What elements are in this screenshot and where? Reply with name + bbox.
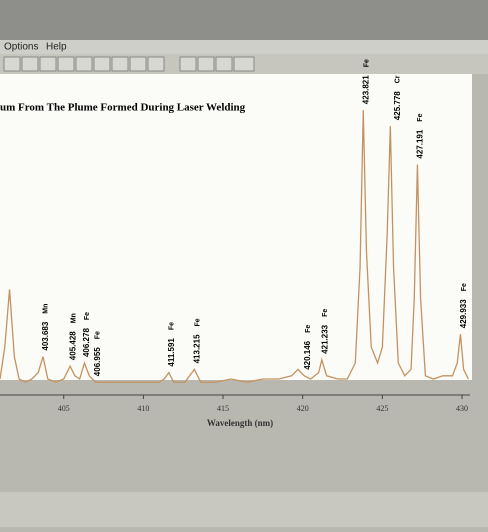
menu-item[interactable]: Options <box>4 42 38 53</box>
peak-label: 429.933 <box>459 299 468 328</box>
peak-label: 427.191 <box>415 129 424 158</box>
peak-label: 406.278 <box>82 328 91 357</box>
element-label: Fe <box>363 59 370 67</box>
peak-label: 413.215 <box>193 334 202 363</box>
menu-bar <box>0 40 488 54</box>
element-label: Fe <box>322 309 329 317</box>
x-tick-label: 430 <box>456 404 468 413</box>
element-label: Mn <box>70 313 77 323</box>
element-label: Fe <box>194 318 201 326</box>
x-tick-label: 405 <box>58 404 70 413</box>
x-tick-label: 425 <box>376 404 388 413</box>
spectrum-line <box>0 110 469 383</box>
element-label: Fe <box>169 322 176 330</box>
x-axis-label: Wavelength (nm) <box>207 418 273 428</box>
chart-title: um From The Plume Formed During Laser We… <box>0 102 246 114</box>
element-label: Fe <box>305 325 312 333</box>
element-label: Cr <box>395 75 402 83</box>
peak-label: 406.955 <box>93 347 102 376</box>
peak-label: 411.591 <box>167 338 176 367</box>
x-tick-label: 415 <box>217 404 229 413</box>
taskbar <box>0 492 488 527</box>
window-top <box>0 0 488 40</box>
menu-item[interactable]: Help <box>46 42 67 53</box>
peak-label: 405.428 <box>69 331 78 360</box>
element-label: Mn <box>43 304 50 314</box>
peak-label: 403.683 <box>41 321 50 350</box>
peak-label: 423.821 <box>362 75 371 104</box>
element-label: Fe <box>84 312 91 320</box>
peak-label: 421.233 <box>320 324 329 353</box>
element-label: Fe <box>417 113 424 121</box>
x-tick-label: 410 <box>137 404 149 413</box>
plot-background <box>0 74 472 380</box>
x-tick-label: 420 <box>297 404 309 413</box>
toolbar-buttons <box>3 56 255 72</box>
element-label: Fe <box>461 283 468 291</box>
peak-label: 420.146 <box>303 340 312 369</box>
peak-label: 425.778 <box>393 91 402 120</box>
element-label: Fe <box>95 331 102 339</box>
